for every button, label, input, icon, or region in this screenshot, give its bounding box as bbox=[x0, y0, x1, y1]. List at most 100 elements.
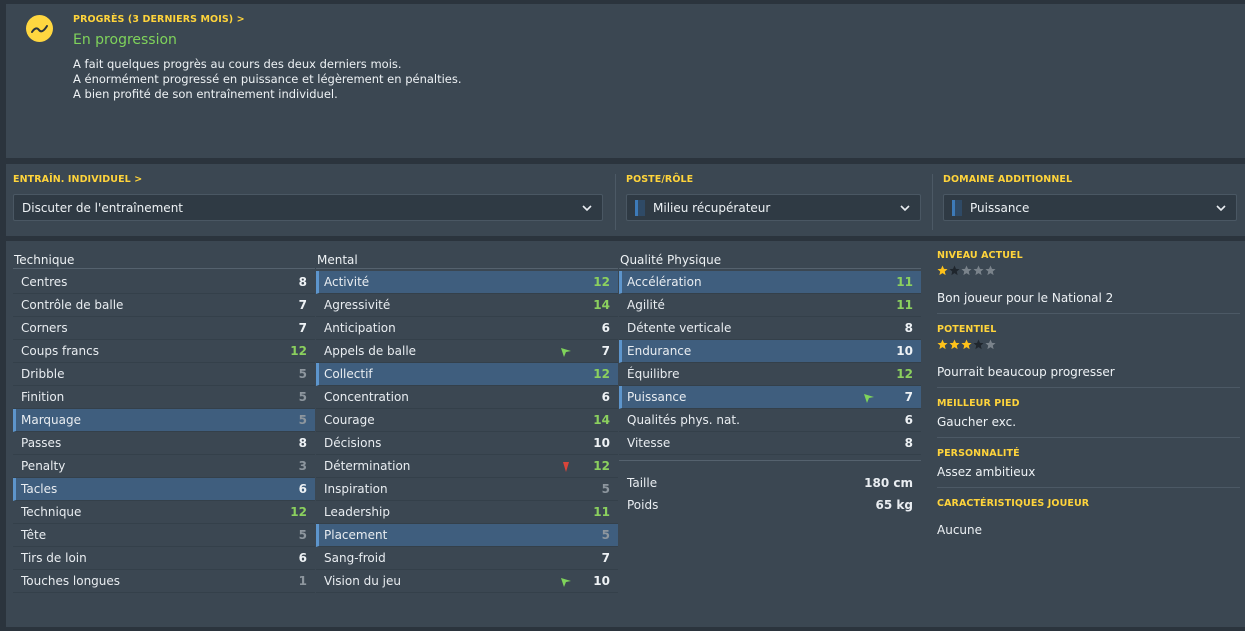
attribute-row[interactable]: Corners 7 bbox=[13, 317, 315, 340]
attribute-row[interactable]: Contrôle de balle 7 bbox=[13, 294, 315, 317]
progress-title-link[interactable]: PROGRÈS (3 DERNIERS MOIS) > bbox=[73, 14, 245, 25]
attribute-row[interactable]: Collectif 12 bbox=[316, 363, 618, 386]
weight-row: Poids 65 kg bbox=[619, 494, 921, 516]
attribute-row[interactable]: Équilibre 12 bbox=[619, 363, 921, 386]
attribute-row[interactable]: Détermination 12 bbox=[316, 455, 618, 478]
potential-title: POTENTIEL bbox=[937, 324, 997, 335]
attribute-row[interactable]: Centres 8 bbox=[13, 271, 315, 294]
physical-header: Qualité Physique bbox=[619, 253, 921, 269]
weight-label: Poids bbox=[627, 498, 659, 512]
attribute-row[interactable]: Puissance 7 bbox=[619, 386, 921, 409]
trend-up-arrow-icon bbox=[561, 348, 571, 357]
attribute-label: Placement bbox=[324, 528, 388, 542]
attribute-label: Passes bbox=[21, 436, 62, 450]
attribute-row[interactable]: Tête 5 bbox=[13, 524, 315, 547]
attribute-value: 7 bbox=[298, 298, 307, 312]
attribute-value: 11 bbox=[896, 275, 913, 289]
technique-column: Technique Centres 8 Contrôle de balle 7 Co… bbox=[13, 253, 315, 593]
attribute-label: Leadership bbox=[324, 505, 390, 519]
attribute-row[interactable]: Placement 5 bbox=[316, 524, 618, 547]
role-title: POSTE/RÔLE bbox=[626, 174, 694, 185]
attribute-row[interactable]: Endurance 10 bbox=[619, 340, 921, 363]
star-filled-icon bbox=[937, 265, 948, 276]
attribute-value: 7 bbox=[601, 551, 610, 565]
personality-block: PERSONNALITÉ Assez ambitieux bbox=[937, 448, 1240, 488]
attribute-row[interactable]: Penalty 3 bbox=[13, 455, 315, 478]
attribute-label: Tirs de loin bbox=[21, 551, 87, 565]
attribute-label: Contrôle de balle bbox=[21, 298, 124, 312]
personality-title: PERSONNALITÉ bbox=[937, 448, 1020, 459]
attribute-value: 11 bbox=[896, 298, 913, 312]
attribute-row[interactable]: Marquage 5 bbox=[13, 409, 315, 432]
preferred-foot-text: Gaucher exc. bbox=[937, 415, 1017, 429]
attribute-value: 5 bbox=[601, 482, 610, 496]
attribute-row[interactable]: Anticipation 6 bbox=[316, 317, 618, 340]
attribute-value: 7 bbox=[298, 321, 307, 335]
individual-training-title[interactable]: ENTRAÎN. INDIVIDUEL > bbox=[13, 174, 143, 185]
attribute-row[interactable]: Courage 14 bbox=[316, 409, 618, 432]
attribute-value: 5 bbox=[298, 528, 307, 542]
attribute-row[interactable]: Détente verticale 8 bbox=[619, 317, 921, 340]
attribute-label: Technique bbox=[21, 505, 82, 519]
progress-line: A fait quelques progrès au cours des deu… bbox=[73, 57, 402, 71]
attribute-row[interactable]: Activité 12 bbox=[316, 271, 618, 294]
attribute-row[interactable]: Leadership 11 bbox=[316, 501, 618, 524]
current-ability-text: Bon joueur pour le National 2 bbox=[937, 291, 1114, 305]
attribute-label: Courage bbox=[324, 413, 375, 427]
divider bbox=[615, 174, 616, 230]
attribute-value: 10 bbox=[593, 436, 610, 450]
attribute-label: Dribble bbox=[21, 367, 65, 381]
attribute-label: Vision du jeu bbox=[324, 574, 401, 588]
attribute-row[interactable]: Décisions 10 bbox=[316, 432, 618, 455]
current-ability-stars bbox=[937, 265, 1240, 276]
additional-focus-dropdown[interactable]: Puissance bbox=[943, 194, 1237, 221]
attribute-row[interactable]: Finition 5 bbox=[13, 386, 315, 409]
attribute-row[interactable]: Passes 8 bbox=[13, 432, 315, 455]
attribute-row[interactable]: Vision du jeu 10 bbox=[316, 570, 618, 593]
attribute-row[interactable]: Tacles 6 bbox=[13, 478, 315, 501]
trend-up-icon bbox=[26, 15, 53, 42]
attribute-value: 8 bbox=[904, 436, 913, 450]
attribute-label: Agressivité bbox=[324, 298, 391, 312]
attribute-row[interactable]: Accélération 11 bbox=[619, 271, 921, 294]
player-traits-block: CARACTÉRISTIQUES JOUEUR Aucune bbox=[937, 498, 1240, 545]
attribute-label: Qualités phys. nat. bbox=[627, 413, 740, 427]
progress-line: A énormément progressé en puissance et l… bbox=[73, 72, 462, 86]
divider bbox=[619, 460, 921, 461]
potential-block: POTENTIEL Pourrait beaucoup progresser bbox=[937, 324, 1240, 388]
attribute-row[interactable]: Appels de balle 7 bbox=[316, 340, 618, 363]
attribute-row[interactable]: Agressivité 14 bbox=[316, 294, 618, 317]
personality-text: Assez ambitieux bbox=[937, 465, 1036, 479]
attribute-row[interactable]: Tirs de loin 6 bbox=[13, 547, 315, 570]
attribute-row[interactable]: Inspiration 5 bbox=[316, 478, 618, 501]
attribute-label: Décisions bbox=[324, 436, 382, 450]
star-empty-icon bbox=[961, 265, 972, 276]
attribute-label: Accélération bbox=[627, 275, 702, 289]
attribute-row[interactable]: Agilité 11 bbox=[619, 294, 921, 317]
attribute-row[interactable]: Technique 12 bbox=[13, 501, 315, 524]
attribute-row[interactable]: Sang-froid 7 bbox=[316, 547, 618, 570]
attribute-row[interactable]: Coups francs 12 bbox=[13, 340, 315, 363]
attribute-label: Collectif bbox=[324, 367, 373, 381]
mental-header: Mental bbox=[316, 253, 618, 269]
attribute-value: 6 bbox=[298, 551, 307, 565]
individual-training-value: Discuter de l'entraînement bbox=[22, 200, 183, 215]
attribute-label: Tête bbox=[21, 528, 47, 542]
star-empty-icon bbox=[973, 339, 984, 350]
attribute-row[interactable]: Concentration 6 bbox=[316, 386, 618, 409]
attribute-row[interactable]: Qualités phys. nat. 6 bbox=[619, 409, 921, 432]
technique-header: Technique bbox=[13, 253, 315, 269]
attribute-label: Détermination bbox=[324, 459, 411, 473]
chevron-down-icon bbox=[1216, 205, 1226, 212]
star-filled-icon bbox=[937, 339, 948, 350]
attribute-label: Finition bbox=[21, 390, 65, 404]
progress-status: En progression bbox=[73, 32, 177, 48]
weight-value: 65 kg bbox=[875, 498, 913, 512]
attribute-label: Inspiration bbox=[324, 482, 388, 496]
attribute-row[interactable]: Dribble 5 bbox=[13, 363, 315, 386]
chevron-down-icon bbox=[900, 205, 910, 212]
individual-training-dropdown[interactable]: Discuter de l'entraînement bbox=[13, 194, 603, 221]
role-dropdown[interactable]: Milieu récupérateur bbox=[626, 194, 921, 221]
attribute-row[interactable]: Vitesse 8 bbox=[619, 432, 921, 455]
attribute-row[interactable]: Touches longues 1 bbox=[13, 570, 315, 593]
